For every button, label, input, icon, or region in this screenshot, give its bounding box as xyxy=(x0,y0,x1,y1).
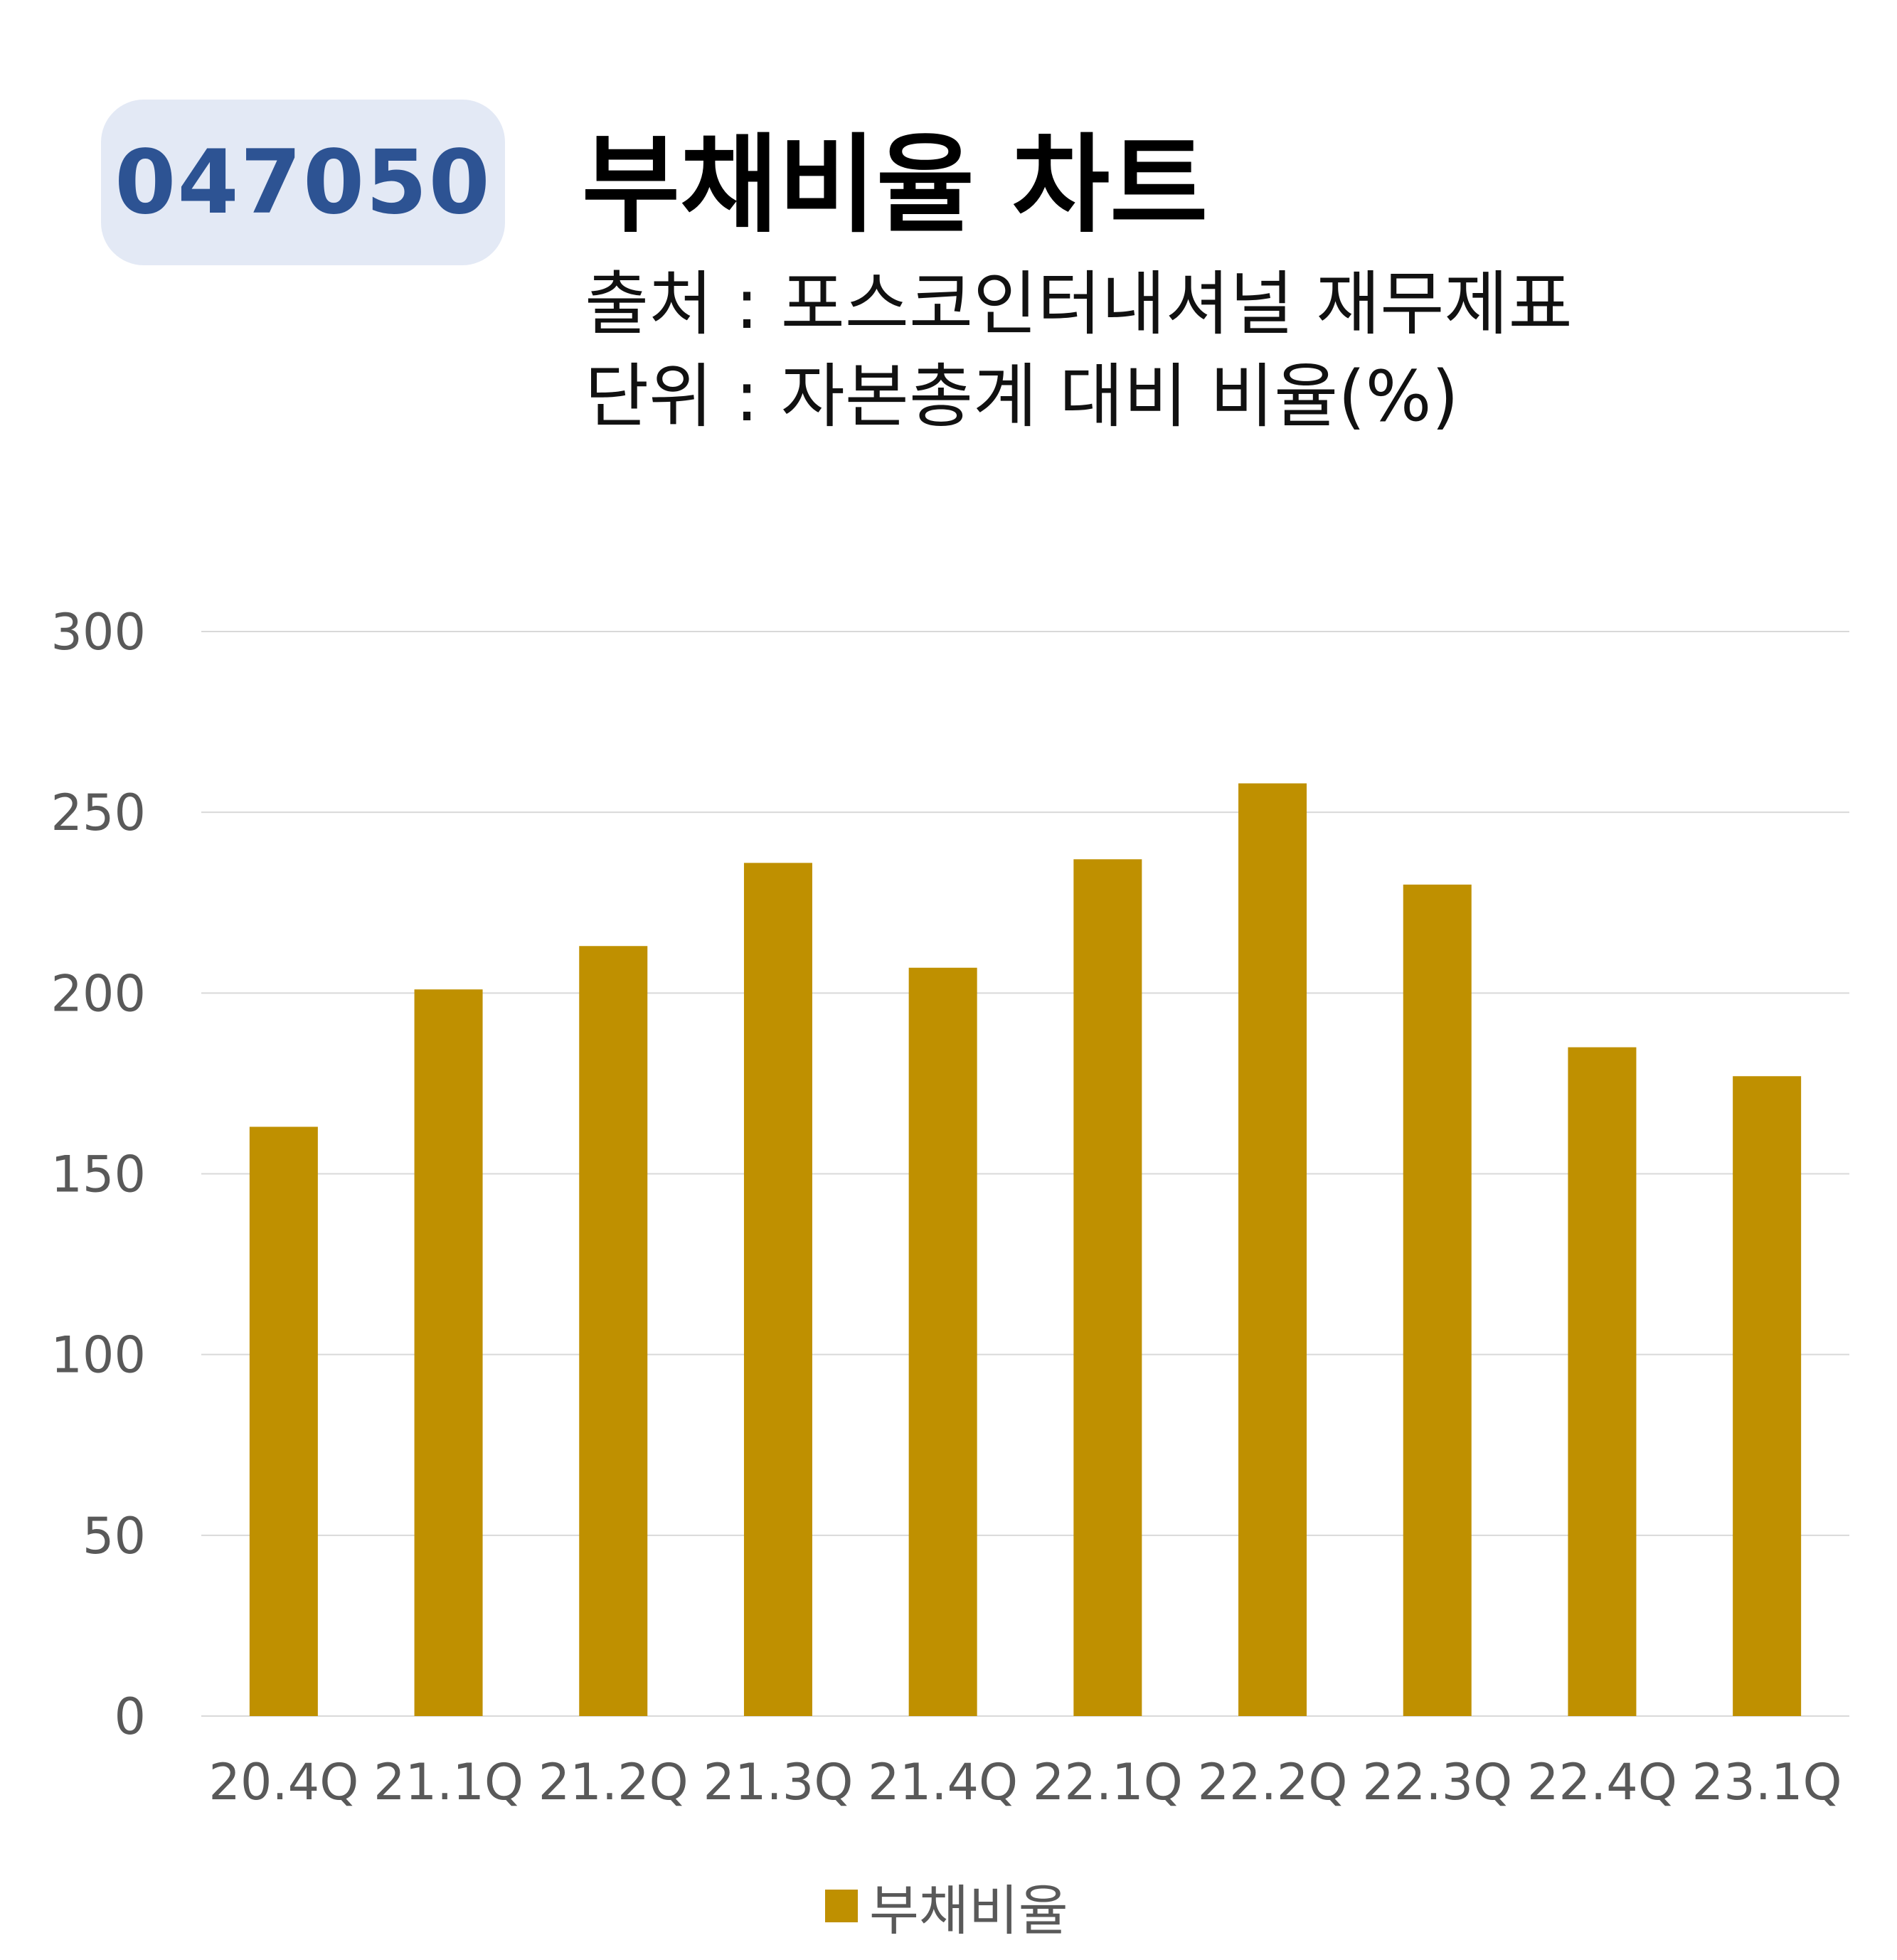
x-tick-label: 23.1Q xyxy=(1692,1753,1842,1811)
bar xyxy=(1403,884,1472,1716)
x-tick-label: 21.3Q xyxy=(703,1753,853,1811)
bar xyxy=(743,863,812,1716)
bars xyxy=(249,783,1802,1716)
x-tick-label: 21.4Q xyxy=(868,1753,1018,1811)
source-note: 출처 : 포스코인터내셔널 재무제표 xyxy=(585,264,1573,345)
x-tick-label: 21.1Q xyxy=(373,1753,524,1811)
y-tick-label: 50 xyxy=(83,1507,146,1565)
bar xyxy=(1073,859,1142,1716)
x-tick-label: 22.4Q xyxy=(1527,1753,1677,1811)
bar xyxy=(1733,1076,1802,1716)
y-tick-label: 150 xyxy=(51,1146,146,1204)
x-tick-label: 21.2Q xyxy=(538,1753,689,1811)
x-tick-label: 22.1Q xyxy=(1033,1753,1183,1811)
y-tick-label: 200 xyxy=(51,964,146,1023)
x-tick-label: 22.2Q xyxy=(1198,1753,1348,1811)
legend-label: 부채비율 xyxy=(869,1879,1068,1942)
bar xyxy=(249,1127,318,1716)
chart-title: 부채비율 차트 xyxy=(582,124,1208,247)
y-tick-label: 100 xyxy=(51,1326,146,1385)
y-tick-label: 250 xyxy=(51,784,146,842)
legend-swatch xyxy=(825,1890,858,1922)
bar xyxy=(414,989,483,1716)
bar xyxy=(1568,1047,1637,1716)
x-axis-ticks: 20.4Q 21.1Q 21.2Q 21.3Q 21.4Q 22.1Q 22.2Q 22.3Q… xyxy=(208,1753,1842,1811)
bar xyxy=(579,946,648,1716)
ticker-badge: 047050 xyxy=(101,100,505,265)
y-tick-label: 300 xyxy=(51,603,146,661)
x-tick-label: 22.3Q xyxy=(1362,1753,1512,1811)
y-tick-label: 0 xyxy=(114,1688,146,1746)
bar xyxy=(908,967,977,1716)
ticker-code: 047050 xyxy=(115,131,491,234)
bar xyxy=(1238,783,1307,1716)
legend: 부채비율 xyxy=(825,1867,1068,1945)
unit-note: 단위 : 자본총계 대비 비율(%) xyxy=(585,356,1459,437)
x-tick-label: 20.4Q xyxy=(208,1753,358,1811)
y-axis-ticks: 0 50 100 150 200 250 300 xyxy=(51,603,146,1746)
